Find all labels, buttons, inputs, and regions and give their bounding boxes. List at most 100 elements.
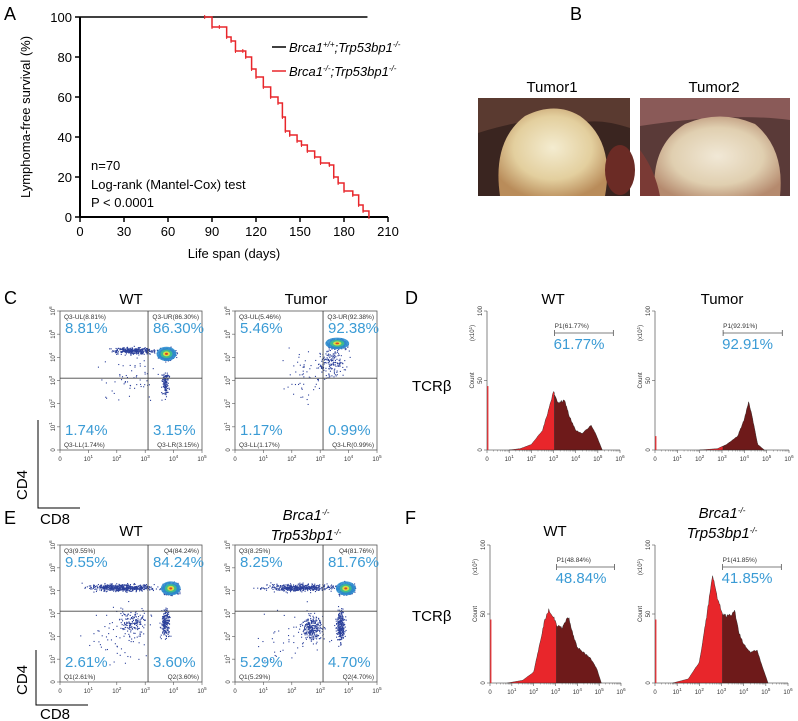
event-dot <box>307 588 309 590</box>
event-dot <box>289 591 292 593</box>
event-dot <box>305 638 307 640</box>
event-dot <box>314 589 316 591</box>
event-dot <box>273 591 275 593</box>
panel-label-d: D <box>405 288 418 308</box>
event-dot <box>135 351 137 353</box>
event-dot <box>93 586 95 588</box>
event-dot <box>274 588 276 590</box>
event-dot <box>168 635 170 637</box>
event-dot <box>301 591 303 593</box>
event-dot <box>164 398 166 401</box>
event-dot <box>321 365 323 368</box>
event-dot <box>331 360 333 362</box>
event-dot <box>327 358 329 360</box>
quadrant-percent: 2.61% <box>65 654 108 671</box>
y-tick-label: 80 <box>58 50 72 65</box>
event-dot <box>131 349 133 351</box>
event-dot <box>110 588 112 590</box>
event-dot <box>338 354 340 356</box>
annotation-test: Log-rank (Mantel-Cox) test <box>91 177 246 192</box>
event-dot <box>127 349 129 351</box>
event-dot <box>342 616 344 618</box>
event-dot <box>112 587 114 589</box>
event-dot <box>314 585 316 587</box>
event-dot <box>311 635 313 637</box>
event-dot <box>116 625 118 627</box>
event-dot <box>152 349 154 352</box>
event-dot <box>95 590 97 593</box>
event-dot <box>116 646 118 648</box>
event-dot <box>164 627 166 629</box>
event-dot <box>120 589 122 591</box>
event-dot <box>294 616 296 618</box>
event-dot <box>344 347 346 349</box>
event-dot <box>165 385 167 387</box>
event-dot <box>134 366 136 368</box>
event-dot <box>168 623 171 625</box>
event-dot <box>336 350 339 352</box>
event-dot <box>134 614 136 616</box>
event-dot <box>97 583 99 586</box>
event-dot <box>338 627 340 629</box>
event-dot <box>168 631 170 633</box>
event-dot <box>164 389 166 391</box>
event-dot <box>139 351 141 353</box>
event-dot <box>291 586 293 588</box>
y-tick-label: 101 <box>48 422 57 432</box>
event-dot <box>130 351 132 353</box>
event-dot <box>130 611 132 614</box>
event-dot <box>165 623 167 625</box>
event-dot <box>101 588 103 590</box>
event-dot <box>283 590 285 592</box>
event-dot <box>288 347 290 349</box>
event-dot <box>89 587 91 590</box>
event-dot <box>124 382 126 384</box>
event-dot <box>278 630 280 632</box>
event-dot <box>162 623 164 625</box>
event-dot <box>132 619 135 622</box>
event-dot <box>142 353 144 355</box>
annotation-n: n=70 <box>91 158 120 173</box>
event-dot <box>133 588 135 590</box>
event-dot <box>104 590 106 592</box>
event-dot <box>339 594 341 596</box>
event-dot <box>310 637 312 639</box>
event-dot <box>282 649 284 651</box>
event-dot <box>142 616 144 618</box>
event-dot <box>128 586 130 588</box>
event-dot <box>168 626 170 628</box>
event-dot <box>119 587 121 589</box>
event-dot <box>286 587 288 589</box>
event-dot <box>286 592 288 594</box>
event-dot <box>314 635 316 637</box>
event-dot <box>282 589 284 591</box>
event-dot <box>133 582 135 585</box>
event-dot <box>130 627 132 629</box>
event-dot <box>89 644 91 647</box>
event-dot <box>303 366 305 368</box>
event-dot <box>125 590 127 592</box>
x-tick-label: 103 <box>316 454 326 463</box>
event-dot <box>103 590 105 592</box>
event-dot <box>312 615 314 617</box>
event-dot <box>144 384 146 386</box>
event-dot <box>125 624 127 626</box>
event-dot <box>271 587 273 589</box>
event-dot <box>162 617 164 619</box>
event-dot <box>302 588 304 590</box>
event-dot <box>302 396 304 398</box>
event-dot <box>289 583 292 585</box>
event-dot <box>93 633 95 635</box>
event-dot <box>113 392 115 394</box>
event-dot <box>298 585 300 587</box>
event-dot <box>333 586 335 588</box>
event-dot <box>104 584 106 586</box>
event-dot <box>318 622 320 624</box>
event-dot <box>312 635 314 637</box>
event-dot <box>84 587 86 589</box>
event-dot <box>166 384 168 386</box>
event-dot <box>96 589 98 591</box>
event-dot <box>337 639 339 641</box>
event-dot <box>166 622 168 624</box>
event-dot <box>339 609 341 611</box>
